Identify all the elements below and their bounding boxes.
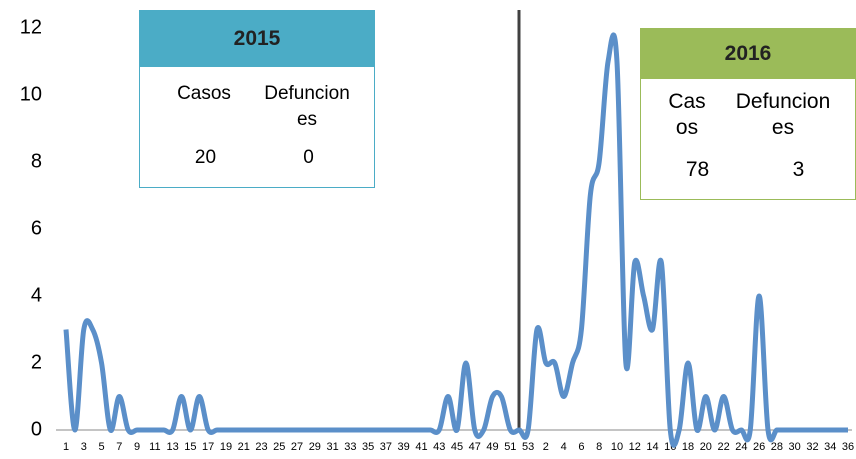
x-tick-label: 49 (486, 441, 498, 453)
x-tick-label: 30 (789, 441, 801, 453)
box-header: Casos (177, 83, 231, 104)
x-tick-label: 33 (344, 441, 356, 453)
x-tick-label: 17 (202, 441, 214, 453)
x-tick-label: 10 (611, 441, 623, 453)
x-tick-label: 23 (255, 441, 267, 453)
x-tick-label: 43 (433, 441, 445, 453)
x-tick-label: 20 (700, 441, 712, 453)
x-tick-label: 13 (167, 441, 179, 453)
x-tick-label: 39 (398, 441, 410, 453)
x-tick-label: 6 (578, 441, 584, 453)
y-tick-label: 2 (31, 351, 42, 373)
x-tick-label: 37 (380, 441, 392, 453)
x-tick-label: 51 (504, 441, 516, 453)
x-tick-label: 1 (63, 441, 69, 453)
x-tick-label: 27 (291, 441, 303, 453)
x-tick-label: 15 (184, 441, 196, 453)
x-tick-label: 22 (717, 441, 729, 453)
x-tick-label: 53 (522, 441, 534, 453)
x-tick-label: 21 (238, 441, 250, 453)
x-tick-label: 31 (326, 441, 338, 453)
x-tick-label: 41 (415, 441, 427, 453)
x-tick-label: 19 (220, 441, 232, 453)
x-tick-label: 35 (362, 441, 374, 453)
box-title: 2016 (641, 29, 855, 79)
info-box: 2016 Casos Defunciones 78 3 (640, 28, 856, 200)
y-tick-label: 8 (31, 150, 42, 172)
y-tick-label: 0 (31, 418, 42, 440)
x-tick-label: 28 (771, 441, 783, 453)
x-tick-label: 25 (273, 441, 285, 453)
y-tick-label: 10 (20, 83, 42, 105)
box-header: Casos (668, 90, 706, 139)
y-tick-label: 4 (31, 284, 42, 306)
box-value: 0 (303, 147, 314, 168)
x-tick-label: 45 (451, 441, 463, 453)
info-box: 2015 Casos Defunciones 20 0 (139, 10, 375, 188)
y-tick-label: 12 (20, 16, 42, 38)
y-tick-label: 6 (31, 217, 42, 239)
x-tick-label: 34 (824, 441, 836, 453)
x-tick-label: 47 (469, 441, 481, 453)
box-header: Defunciones (735, 90, 831, 139)
x-tick-label: 12 (629, 441, 641, 453)
x-tick-label: 32 (806, 441, 818, 453)
x-tick-label: 5 (98, 441, 104, 453)
x-tick-label: 24 (735, 441, 747, 453)
x-tick-label: 14 (646, 441, 658, 453)
x-tick-label: 9 (134, 441, 140, 453)
x-tick-label: 11 (149, 441, 160, 453)
x-tick-label: 3 (81, 441, 87, 453)
x-tick-label: 18 (682, 441, 694, 453)
box-header: Defunciones (264, 83, 350, 130)
x-tick-label: 4 (561, 441, 567, 453)
x-tick-label: 29 (309, 441, 321, 453)
x-tick-label: 8 (596, 441, 602, 453)
box-value: 3 (792, 158, 805, 181)
series-line (63, 32, 848, 448)
x-tick-label: 26 (753, 441, 765, 453)
box-value: 20 (194, 147, 217, 168)
x-tick-label: 36 (842, 441, 854, 453)
x-tick-label: 2 (543, 441, 549, 453)
x-tick-label: 7 (116, 441, 122, 453)
box-title: 2015 (140, 11, 374, 67)
box-value: 78 (685, 158, 710, 181)
